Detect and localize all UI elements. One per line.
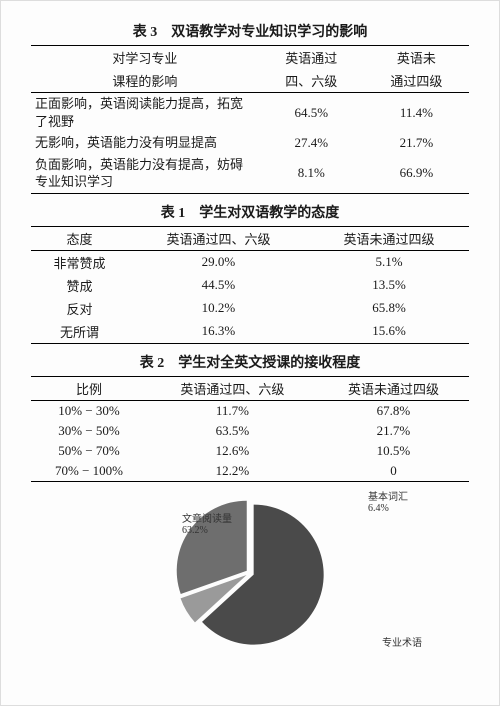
t2-r2-c1: 12.6% (147, 441, 318, 461)
table-row: 负面影响，英语能力没有提高，妨碍专业知识学习 8.1% 66.9% (31, 154, 469, 194)
t2-r2-c2: 10.5% (318, 441, 469, 461)
t2-h-c0: 比例 (31, 376, 147, 400)
table-row: 非常赞成 29.0% 5.1% (31, 250, 469, 274)
table-row: 30% − 50% 63.5% 21.7% (31, 421, 469, 441)
t2-h-c2: 英语未通过四级 (318, 376, 469, 400)
pie-label-reading-pct: 63.2% (182, 525, 208, 536)
t2-r1-c2: 21.7% (318, 421, 469, 441)
t2-r3-c2: 0 (318, 461, 469, 482)
t2-h-c1: 英语通过四、六级 (147, 376, 318, 400)
pie-label-term: 专业术语 (382, 638, 422, 649)
t2-r2-c0: 50% − 70% (31, 441, 147, 461)
t1-h-c0: 态度 (31, 226, 128, 250)
t1-r0-c1: 29.0% (128, 250, 309, 274)
table-row: 70% − 100% 12.2% 0 (31, 461, 469, 482)
table1-block: 表 1 学生对双语教学的态度 态度 英语通过四、六级 英语未通过四级 非常赞成 … (31, 202, 469, 344)
t1-r2-c1: 10.2% (128, 297, 309, 320)
table-row: 10% − 30% 11.7% 67.8% (31, 400, 469, 421)
table3-h1-c1: 英语通过 (259, 46, 364, 70)
pie-label-vocab-name: 基本词汇 (368, 492, 408, 503)
t1-r2-c0: 反对 (31, 297, 128, 320)
t2-r3-c0: 70% − 100% (31, 461, 147, 482)
table-row: 正面影响，英语阅读能力提高，拓宽了视野 64.5% 11.4% (31, 93, 469, 133)
table1-caption: 表 1 学生对双语教学的态度 (31, 202, 469, 222)
t2-r0-c1: 11.7% (147, 400, 318, 421)
t1-r0-c2: 5.1% (309, 250, 469, 274)
pie-label-vocab: 基本词汇 6.4% (368, 492, 408, 514)
table3-h2-c0: 课程的影响 (31, 69, 259, 93)
t3-r1-b: 21.7% (364, 132, 469, 154)
t1-h-c1: 英语通过四、六级 (128, 226, 309, 250)
t3-r1-a: 27.4% (259, 132, 364, 154)
t1-r2-c2: 65.8% (309, 297, 469, 320)
table3-h1-c2: 英语未 (364, 46, 469, 70)
t2-r0-c2: 67.8% (318, 400, 469, 421)
table3-h1-c0: 对学习专业 (31, 46, 259, 70)
pie-label-reading-name: 文章阅读量 (182, 514, 232, 525)
pie-label-vocab-pct: 6.4% (368, 503, 389, 514)
t2-r3-c1: 12.2% (147, 461, 318, 482)
t3-r2-b: 66.9% (364, 154, 469, 194)
t3-r2-label: 负面影响，英语能力没有提高，妨碍专业知识学习 (31, 154, 259, 194)
table3-block: 表 3 双语教学对专业知识学习的影响 对学习专业 英语通过 英语未 课程的影响 … (31, 21, 469, 194)
table-row: 50% − 70% 12.6% 10.5% (31, 441, 469, 461)
table-row: 赞成 44.5% 13.5% (31, 274, 469, 297)
table2: 比例 英语通过四、六级 英语未通过四级 10% − 30% 11.7% 67.8… (31, 376, 469, 482)
pie-label-reading: 文章阅读量 63.2% (182, 514, 232, 536)
t1-h-c2: 英语未通过四级 (309, 226, 469, 250)
table2-block: 表 2 学生对全英文授课的接收程度 比例 英语通过四、六级 英语未通过四级 10… (31, 352, 469, 482)
table3: 对学习专业 英语通过 英语未 课程的影响 四、六级 通过四级 正面影响，英语阅读… (31, 45, 469, 194)
t1-r1-c0: 赞成 (31, 274, 128, 297)
t2-r1-c1: 63.5% (147, 421, 318, 441)
t2-r1-c0: 30% − 50% (31, 421, 147, 441)
t1-r3-c2: 15.6% (309, 320, 469, 344)
t1-r1-c1: 44.5% (128, 274, 309, 297)
t1-r3-c1: 16.3% (128, 320, 309, 344)
t3-r1-label: 无影响，英语能力没有明显提高 (31, 132, 259, 154)
t1-r1-c2: 13.5% (309, 274, 469, 297)
table1: 态度 英语通过四、六级 英语未通过四级 非常赞成 29.0% 5.1% 赞成 4… (31, 226, 469, 344)
pie-svg (100, 488, 400, 658)
table3-h2-c1: 四、六级 (259, 69, 364, 93)
table3-caption: 表 3 双语教学对专业知识学习的影响 (31, 21, 469, 41)
t3-r2-a: 8.1% (259, 154, 364, 194)
table-row: 反对 10.2% 65.8% (31, 297, 469, 320)
table-row: 无所谓 16.3% 15.6% (31, 320, 469, 344)
table2-caption: 表 2 学生对全英文授课的接收程度 (31, 352, 469, 372)
t3-r0-label: 正面影响，英语阅读能力提高，拓宽了视野 (31, 93, 259, 133)
table-row: 无影响，英语能力没有明显提高 27.4% 21.7% (31, 132, 469, 154)
table3-h2-c2: 通过四级 (364, 69, 469, 93)
t3-r0-b: 11.4% (364, 93, 469, 133)
pie-label-term-name: 专业术语 (382, 638, 422, 649)
t3-r0-a: 64.5% (259, 93, 364, 133)
pie-chart: 文章阅读量 63.2% 基本词汇 6.4% 专业术语 (31, 488, 469, 658)
t1-r3-c0: 无所谓 (31, 320, 128, 344)
t2-r0-c0: 10% − 30% (31, 400, 147, 421)
t1-r0-c0: 非常赞成 (31, 250, 128, 274)
